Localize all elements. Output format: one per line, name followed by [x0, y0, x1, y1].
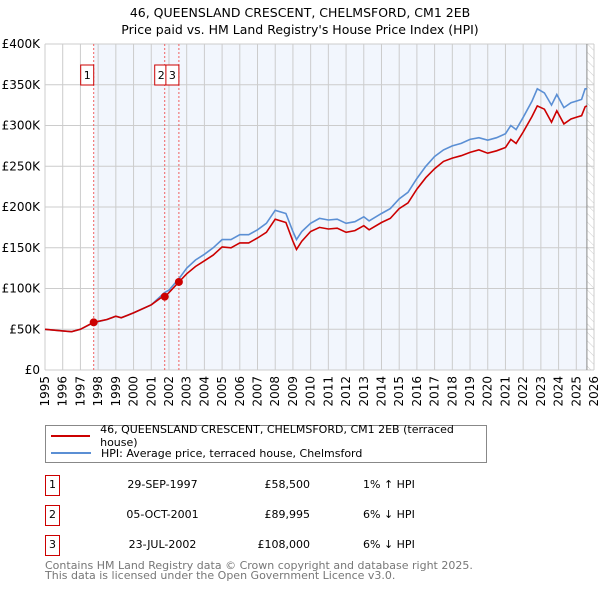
- sale-hpi-diff: 1% ↑ HPI: [363, 478, 415, 491]
- y-tick-label: £200K: [2, 200, 42, 214]
- x-tick-label: 2001: [144, 376, 158, 407]
- sale-hpi-diff: 6% ↓ HPI: [363, 508, 415, 521]
- legend-label-property: 46, QUEENSLAND CRESCENT, CHELMSFORD, CM1…: [100, 423, 454, 449]
- sale-number: 3: [45, 535, 60, 556]
- x-tick-label: 2012: [339, 376, 353, 407]
- x-tick-label: 2019: [463, 376, 477, 407]
- x-tick-label: 2016: [410, 376, 424, 407]
- sale-date: 05-OCT-2001: [126, 508, 199, 521]
- sale-number: 2: [45, 505, 60, 526]
- x-tick-label: 2020: [481, 376, 495, 407]
- legend-item-hpi: HPI: Average price, terraced house, Chel…: [51, 445, 362, 461]
- y-tick-label: £400K: [2, 37, 42, 51]
- y-tick-label: £50K: [9, 322, 41, 336]
- y-tick-label: £250K: [2, 159, 42, 173]
- x-tick-label: 2003: [180, 376, 194, 407]
- x-tick-label: 2014: [374, 376, 388, 407]
- sale-point-1: [89, 318, 98, 327]
- y-tick-label: £100K: [2, 282, 42, 296]
- x-tick-label: 1995: [38, 376, 52, 407]
- x-tick-label: 2023: [534, 376, 548, 407]
- chart-title: 46, QUEENSLAND CRESCENT, CHELMSFORD, CM1…: [129, 5, 471, 20]
- legend-label-hpi: HPI: Average price, terraced house, Chel…: [101, 446, 363, 460]
- sale-price: £108,000: [257, 538, 311, 551]
- x-tick-label: 2025: [569, 376, 583, 407]
- sale-date: 29-SEP-1997: [127, 478, 198, 491]
- x-tick-label: 2007: [251, 376, 265, 407]
- sale-label-box-1: [80, 64, 95, 86]
- x-tick-label: 1999: [109, 376, 123, 407]
- x-tick-label: 2026: [587, 376, 600, 407]
- sale-label-3: 3: [169, 69, 176, 82]
- sale-hpi-diff: 6% ↓ HPI: [363, 538, 415, 551]
- x-tick-label: 2013: [357, 376, 371, 407]
- x-tick-label: 2004: [197, 376, 211, 407]
- sale-label-1: 1: [84, 69, 91, 82]
- x-tick-label: 2008: [268, 376, 282, 407]
- legend-swatch-hpi: [51, 452, 91, 454]
- x-tick-label: 2005: [215, 376, 229, 407]
- x-tick-label: 2006: [233, 376, 247, 407]
- sale-label-2: 2: [158, 69, 165, 82]
- x-tick-label: 2015: [392, 376, 406, 407]
- legend-swatch-property: [51, 435, 91, 437]
- x-tick-label: 2010: [304, 376, 318, 407]
- sale-date: 23-JUL-2002: [128, 538, 197, 551]
- x-tick-label: 2009: [286, 376, 300, 407]
- y-tick-label: £350K: [2, 78, 42, 92]
- x-tick-label: 2002: [162, 376, 176, 407]
- table-row: 3 23-JUL-2002 £108,000 6% ↓ HPI: [45, 535, 445, 556]
- sale-point-3: [174, 277, 183, 286]
- table-row: 2 05-OCT-2001 £89,995 6% ↓ HPI: [45, 505, 445, 526]
- footer-licence: This data is licensed under the Open Gov…: [45, 569, 396, 582]
- price-chart: 1995 1996 1997 1998 1999 2000 2001 2002 2003 2004…: [2, 37, 600, 407]
- sale-price: £89,995: [264, 508, 311, 521]
- x-tick-label: 1998: [91, 376, 105, 407]
- x-tick-label: 2024: [552, 376, 566, 407]
- chart-subtitle: Price paid vs. HM Land Registry's House …: [121, 22, 479, 37]
- sale-number: 1: [45, 475, 60, 496]
- legend: 46, QUEENSLAND CRESCENT, CHELMSFORD, CM1…: [45, 423, 487, 463]
- legend-item-property: 46, QUEENSLAND CRESCENT, CHELMSFORD, CM1…: [51, 423, 486, 449]
- x-tick-label: 2022: [516, 376, 530, 407]
- x-tick-label: 2018: [445, 376, 459, 407]
- footer-copyright: Contains HM Land Registry data © Crown c…: [45, 559, 473, 572]
- x-tick-label: 2017: [428, 376, 442, 407]
- x-tick-label: 2011: [321, 376, 335, 407]
- sale-price: £58,500: [264, 478, 311, 491]
- x-tick-label: 1996: [56, 376, 70, 407]
- x-tick-label: 2021: [498, 376, 512, 407]
- sale-label-box-3: [165, 64, 180, 86]
- hpi-line: [44, 87, 587, 333]
- y-tick-label: £300K: [2, 119, 42, 133]
- x-tick-label: 2000: [127, 376, 141, 407]
- y-tick-label: £150K: [2, 241, 42, 255]
- table-row: 1 29-SEP-1997 £58,500 1% ↑ HPI: [45, 475, 445, 496]
- y-tick-label: £0: [25, 363, 40, 377]
- sale-point-2: [160, 292, 169, 301]
- x-tick-label: 1997: [73, 376, 87, 407]
